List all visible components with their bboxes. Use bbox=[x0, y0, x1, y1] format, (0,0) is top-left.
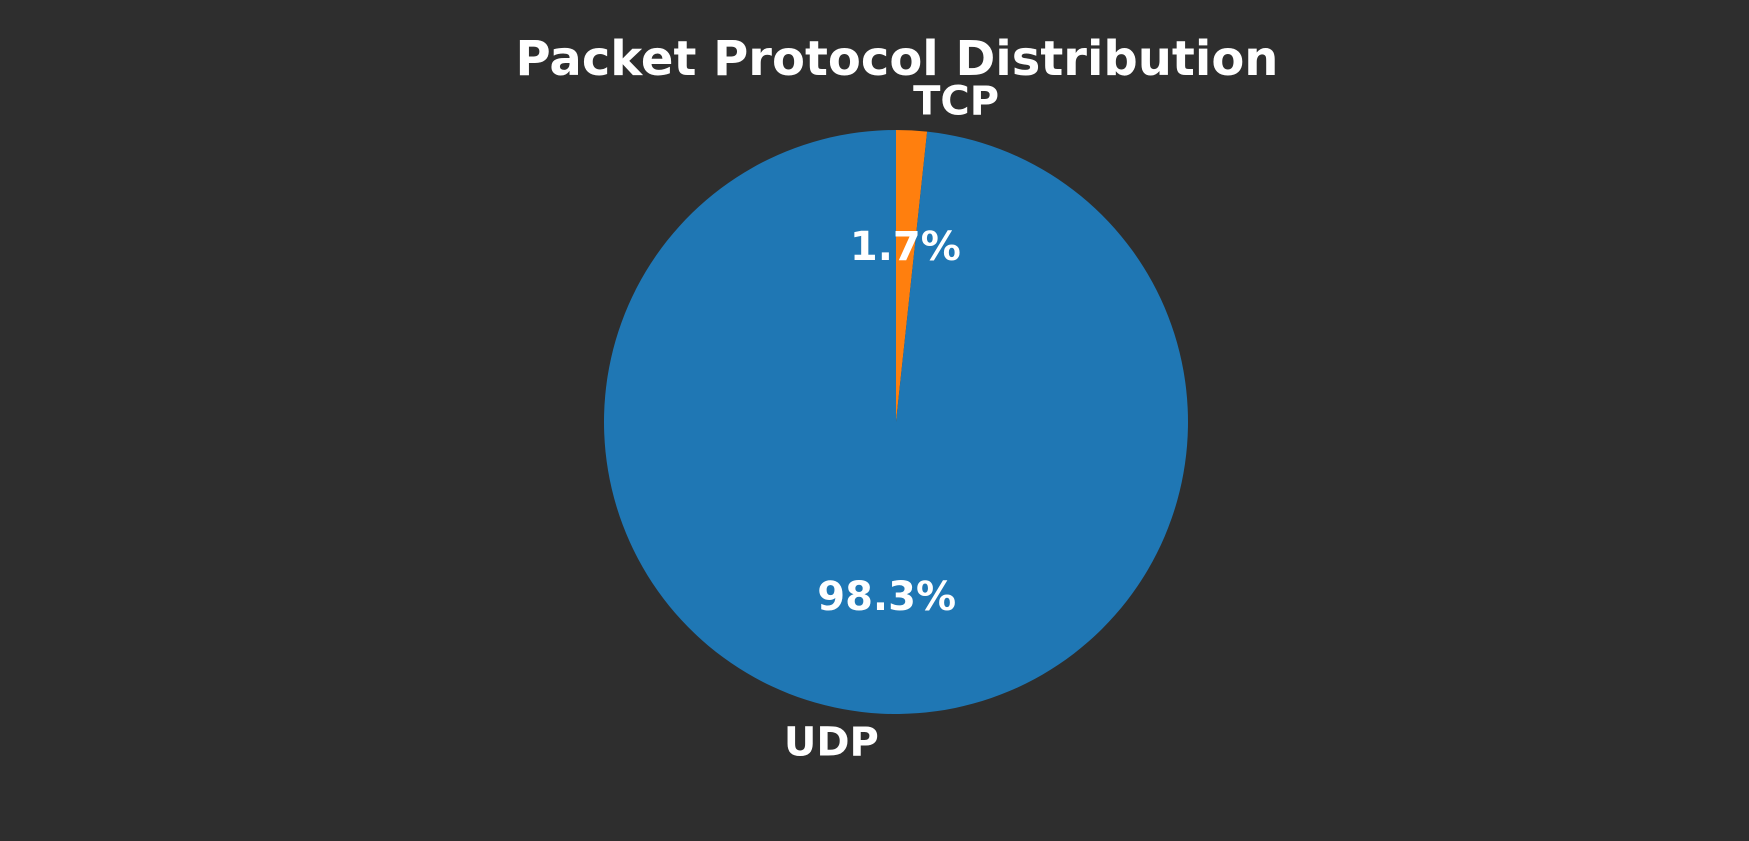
pie-slice-udp bbox=[603, 130, 1188, 715]
chart-title: Packet Protocol Distribution bbox=[516, 31, 1279, 87]
pie-slices bbox=[603, 130, 1188, 715]
slice-label-tcp: TCP bbox=[913, 78, 999, 124]
pie-labels: TCP 1.7% UDP 98.3% bbox=[784, 78, 999, 765]
pie-slice-tcp bbox=[896, 130, 928, 422]
slice-pct-label-tcp: 1.7% bbox=[850, 224, 961, 270]
slice-label-udp: UDP bbox=[784, 720, 879, 766]
slice-pct-label-udp: 98.3% bbox=[817, 574, 956, 620]
